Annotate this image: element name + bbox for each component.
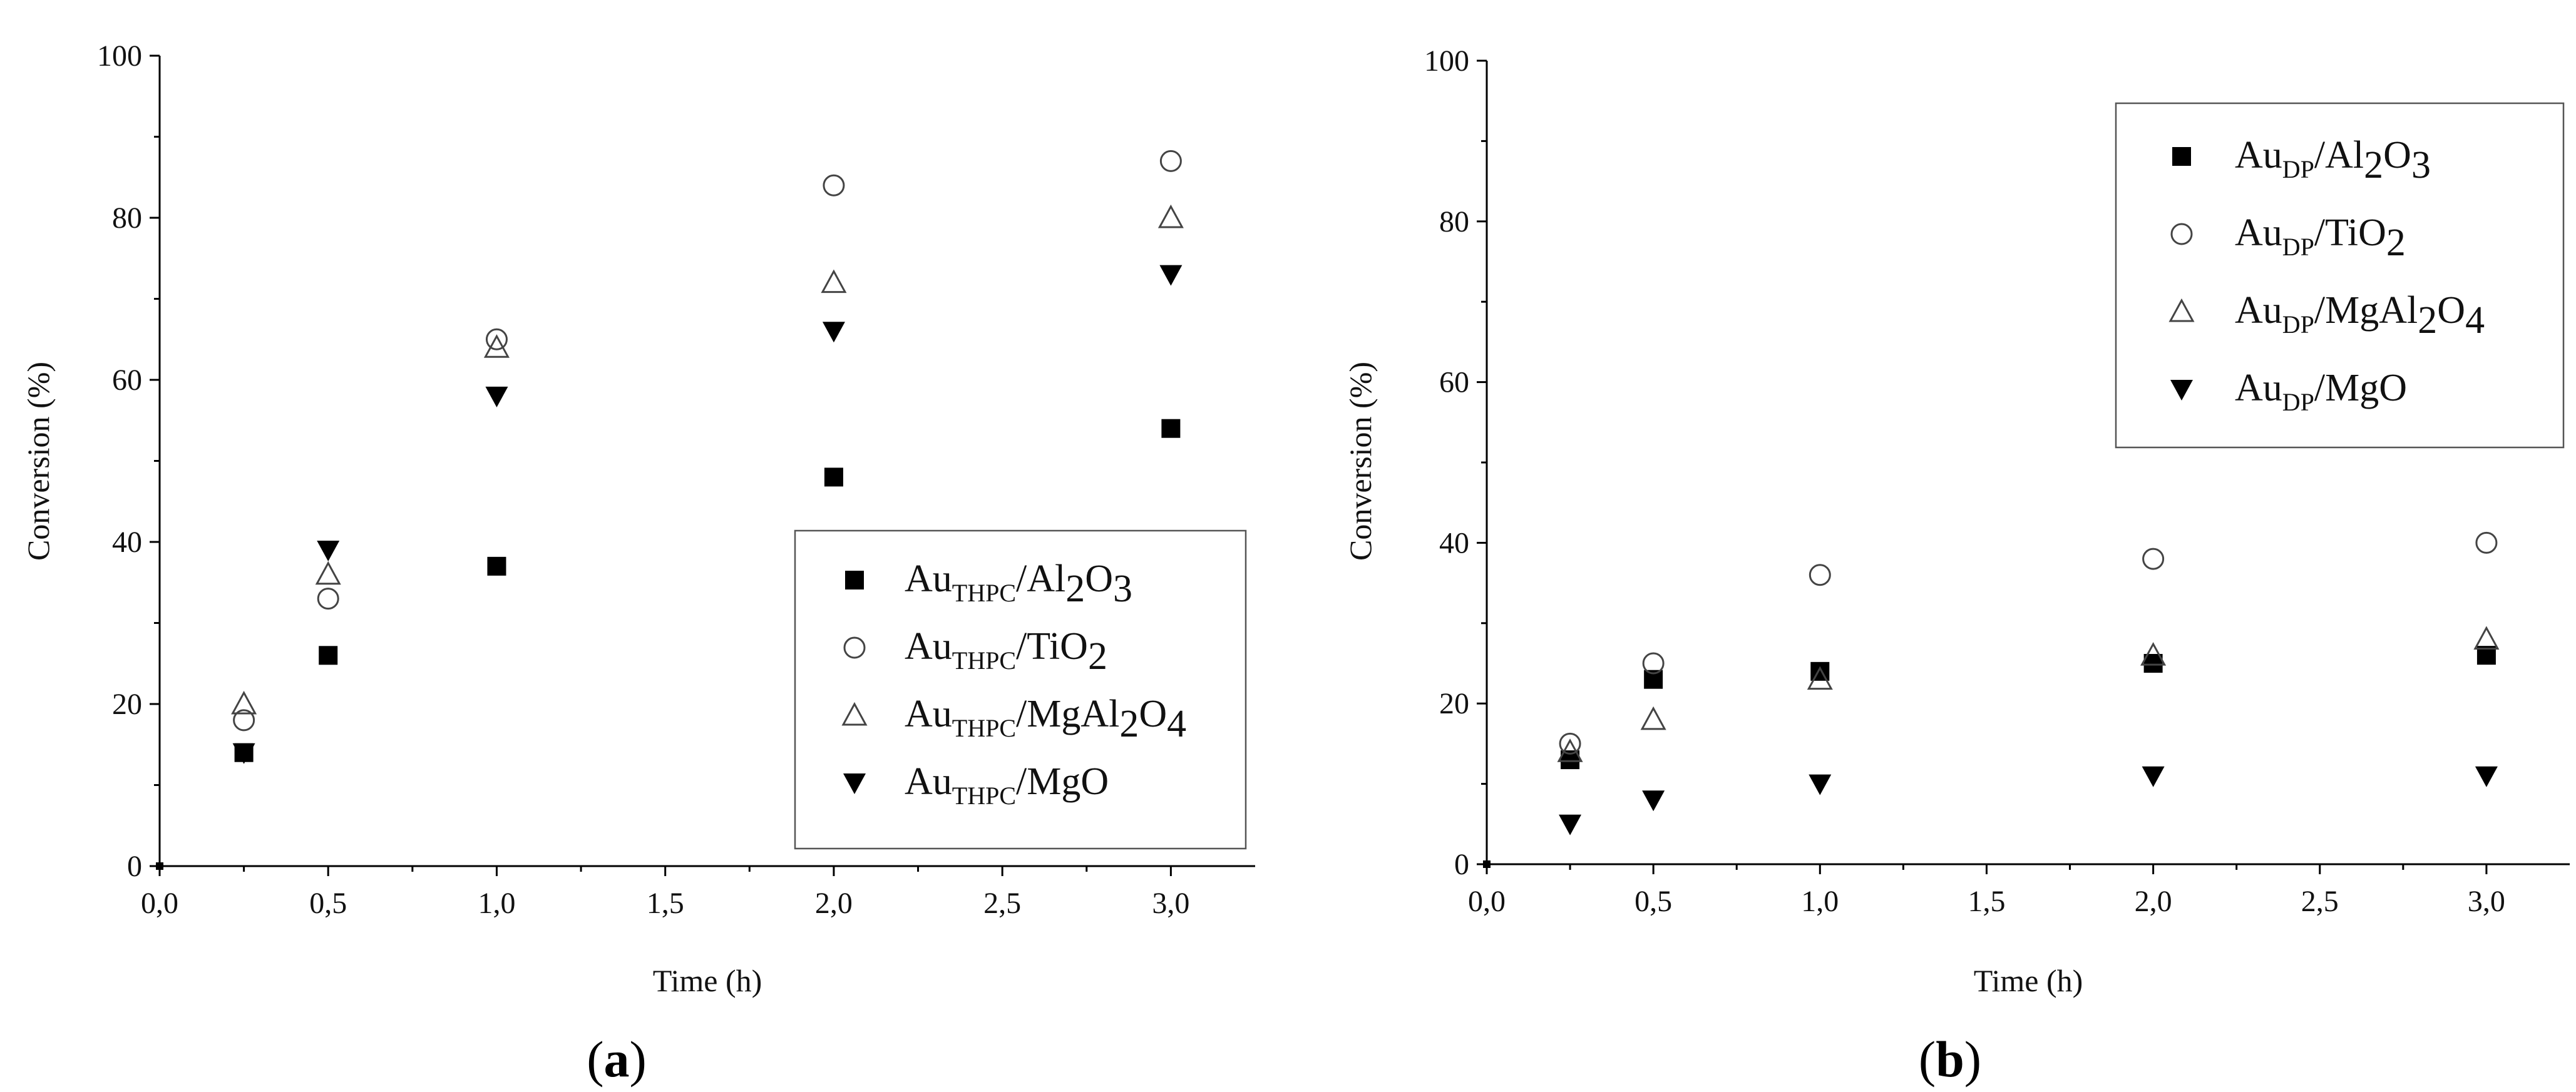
panel-a-y-tick-label: 80 [112, 202, 142, 235]
panel-a-data-point [1159, 150, 1182, 172]
panel-b-y-axis-title: Conversion (%) [1343, 362, 1378, 561]
panel-b-y-tick-label: 20 [1439, 687, 1469, 720]
panel-a-data-point [487, 556, 506, 576]
panel-b-x-tick-label: 1,0 [1801, 885, 1839, 918]
panel-a-data-point [319, 646, 338, 665]
panel-a-data-point [1159, 265, 1183, 286]
panel-b-x-tick-label: 0,5 [1634, 885, 1672, 918]
panel-a-data-point [483, 334, 510, 358]
panel-a-legend-label: AuTHPC/Al2O3 [905, 558, 1132, 610]
panel-b-data-point [1559, 814, 1582, 835]
panel-a-data-point [823, 174, 845, 196]
panel-b-series-2 [1559, 531, 2498, 755]
panel-b-legend-marker [2170, 380, 2193, 401]
panel-a-data-point [1161, 419, 1181, 438]
panel-b-data-point [2475, 531, 2498, 554]
panel-b-data-point [2473, 626, 2500, 650]
panel-a-x-tick-label: 0,5 [309, 887, 347, 920]
panel-b-data-point [2475, 766, 2498, 787]
panel-b-data-point [1807, 666, 1833, 690]
panel-a-data-point [156, 862, 163, 870]
panel-b-data-point [1642, 652, 1665, 675]
panel-b-series-1 [1483, 646, 2496, 868]
panel-a-x-tick-label: 3,0 [1152, 887, 1189, 920]
panel-b-x-tick-label: 2,0 [2135, 885, 2172, 918]
panel-a-y-tick-label: 100 [97, 39, 142, 73]
panel-a-data-point [824, 467, 843, 487]
panel-a-y-tick-label: 40 [112, 526, 142, 559]
panel-a-data-point [233, 709, 255, 732]
panel-a-data-point [317, 540, 340, 561]
panel-a-data-point [822, 322, 845, 343]
panel-a-data-point [1157, 204, 1184, 228]
panel-b-legend-label: AuDP/MgO [2235, 367, 2407, 416]
panel-b-legend-label: AuDP/TiO2 [2235, 212, 2406, 264]
panel-a-legend-marker [843, 636, 866, 659]
panel-b-y-tick-label: 100 [1424, 44, 1469, 78]
panel-a-x-tick-label: 0,0 [141, 887, 178, 920]
panel-b-legend: AuDP/Al2O3 AuDP/TiO2 AuDP/MgAl2O4 AuDP/MgO [2115, 102, 2565, 449]
panel-b-y-tick-label: 60 [1439, 366, 1469, 399]
panel-b-data-point [1559, 732, 1581, 755]
panel-b-data-point [1557, 738, 1583, 762]
panel-a-data-point [231, 690, 257, 715]
panel-a-chart: 0,0 0,5 1,0 1,5 2,0 2,5 3,0 0 20 40 60 80 100 Time (h… [21, 39, 1255, 1088]
panel-b-x-tick-label: 2,5 [2301, 885, 2339, 918]
panel-a-legend-label: AuTHPC/TiO2 [905, 625, 1107, 678]
panel-b-y-tick-label: 0 [1454, 848, 1469, 881]
panel-b-y-tick-label: 40 [1439, 526, 1469, 559]
panel-b-data-point [1810, 661, 1830, 681]
panel-a-legend-label: AuTHPC/MgAl2O4 [905, 693, 1186, 745]
panel-a-legend-marker [845, 571, 864, 589]
panel-b-data-point [1640, 706, 1666, 730]
panel-a-x-tick-label: 1,0 [478, 887, 515, 920]
panel-a-legend-marker [841, 702, 868, 726]
panel-a-x-tick-label: 1,5 [647, 887, 684, 920]
panel-b-series-3 [1557, 626, 2500, 762]
panel-a-data-point [315, 561, 341, 585]
panel-b-data-point [2140, 642, 2167, 666]
panel-a-legend-label: AuTHPC/MgO [905, 760, 1109, 810]
panel-a-label: (a) [587, 1031, 647, 1088]
panel-a-data-point [821, 269, 847, 293]
panel-b-data-point [2142, 766, 2165, 787]
panel-b-x-tick-label: 3,0 [2468, 885, 2505, 918]
panel-a-x-tick-label: 2,5 [983, 887, 1021, 920]
panel-a-data-point [485, 328, 508, 350]
panel-a-y-axis-title: Conversion (%) [21, 362, 56, 561]
panel-b-data-point [1483, 860, 1491, 868]
panel-a-y-tick-label: 0 [127, 850, 142, 883]
panel-b-x-tick-label: 1,5 [1968, 885, 2005, 918]
panel-b-x-axis-title: Time (h) [1974, 963, 2083, 998]
panel-a-series-4 [232, 265, 1183, 764]
panel-a-series-3 [231, 204, 1184, 715]
panel-b-label: (b) [1919, 1031, 1981, 1088]
panel-a-data-point [232, 743, 255, 764]
panel-a-legend-marker [843, 773, 866, 794]
panel-a-series-2 [233, 150, 1182, 732]
panel-a-data-point [317, 588, 339, 610]
panel-b-series-4 [1559, 766, 2498, 835]
panel-b-y-tick-label: 80 [1439, 205, 1469, 238]
panel-b-legend-label: AuDP/MgAl2O4 [2235, 289, 2485, 342]
panel-b-data-point [2142, 548, 2165, 570]
panel-b-data-point [1642, 790, 1665, 812]
panel-b-legend-marker [2172, 147, 2191, 166]
panel-b-chart: 0,0 0,5 1,0 1,5 2,0 2,5 3,0 0 20 40 60 80 100 Time (h… [1343, 44, 2570, 1088]
panel-a-legend: AuTHPC/Al2O3 AuTHPC/TiO2 AuTHPC/MgAl2O4 AuT… [794, 529, 1247, 850]
panel-a-data-point [485, 386, 508, 407]
panel-b-data-point [1809, 564, 1831, 586]
panel-b-legend-marker [2170, 223, 2193, 245]
panel-a-x-axis-title: Time (h) [653, 963, 762, 998]
panel-b-x-tick-label: 0,0 [1468, 885, 1506, 918]
panel-a-y-tick-label: 20 [112, 688, 142, 721]
panel-b-legend-marker [2168, 298, 2195, 322]
panel-a-x-tick-label: 2,0 [815, 887, 853, 920]
panel-b-data-point [1809, 774, 1832, 795]
panel-a-legend-box [794, 529, 1247, 850]
panel-b-legend-label: AuDP/Al2O3 [2235, 134, 2431, 186]
panel-a-y-tick-label: 60 [112, 364, 142, 397]
